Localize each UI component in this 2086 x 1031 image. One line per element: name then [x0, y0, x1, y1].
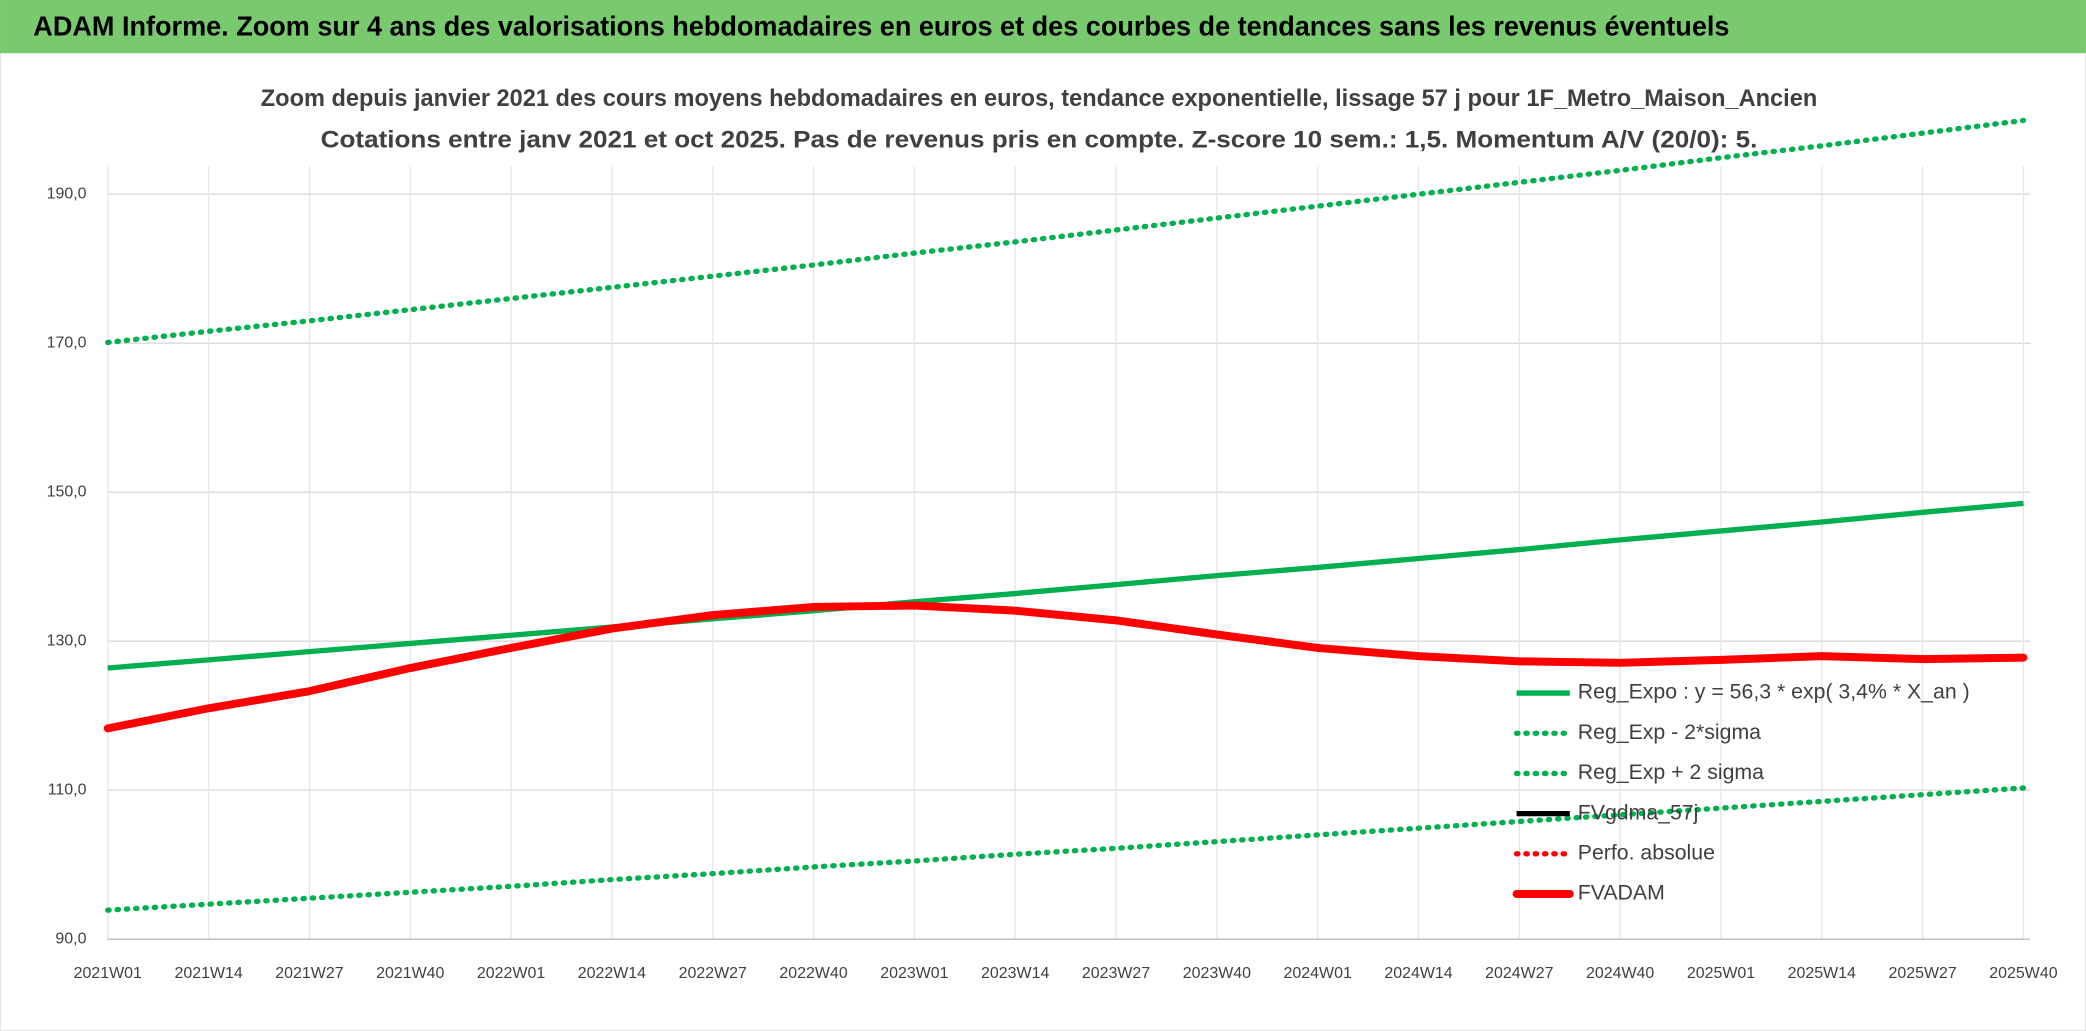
y-tick-label: 190,0 — [47, 185, 87, 202]
x-tick-label: 2021W14 — [174, 965, 242, 982]
x-tick-label: 2021W27 — [275, 965, 343, 982]
header-title: ADAM Informe. Zoom sur 4 ans des valoris… — [33, 10, 1729, 41]
legend-label: Reg_Exp - 2*sigma — [1578, 720, 1761, 744]
y-tick-label: 130,0 — [47, 632, 87, 649]
y-tick-label: 170,0 — [47, 334, 87, 351]
x-tick-label: 2024W01 — [1284, 965, 1352, 982]
series-line — [103, 601, 2028, 733]
x-tick-label: 2023W14 — [981, 965, 1049, 982]
grid: 90,0 110,0 130,0 150,0 170,0 190,0 2021W01 2021… — [47, 166, 2058, 982]
series-line — [107, 500, 2024, 671]
plot — [103, 117, 2028, 913]
y-tick-label: 110,0 — [48, 781, 87, 798]
legend-label: FVgdma_57j — [1578, 800, 1699, 824]
legend-label: Reg_Expo : y = 56,3 * exp( 3,4% * X_an ) — [1578, 680, 1970, 704]
x-tick-label: 2025W40 — [1989, 965, 2057, 982]
x-tick-label: 2024W40 — [1586, 965, 1654, 982]
y-tick-label: 90,0 — [55, 930, 86, 947]
x-tick-label: 2021W40 — [376, 965, 444, 982]
chart-title: Zoom depuis janvier 2021 des cours moyen… — [261, 85, 1817, 112]
x-tick-label: 2023W01 — [880, 965, 948, 982]
x-tick-label: 2024W14 — [1384, 965, 1452, 982]
x-tick-label: 2021W01 — [74, 965, 142, 982]
header-bar — [0, 0, 2086, 54]
x-tick-label: 2025W27 — [1888, 965, 1956, 982]
x-tick-label: 2023W27 — [1082, 965, 1150, 982]
x-tick-label: 2024W27 — [1485, 965, 1553, 982]
x-tick-label: 2023W40 — [1183, 965, 1251, 982]
x-tick-label: 2025W01 — [1687, 965, 1755, 982]
legend-label: Reg_Exp + 2 sigma — [1578, 760, 1764, 784]
x-tick-label: 2022W27 — [679, 965, 747, 982]
legend: Reg_Expo : y = 56,3 * exp( 3,4% * X_an )… — [1512, 680, 1970, 905]
x-tick-label: 2022W40 — [779, 965, 847, 982]
x-tick-label: 2022W01 — [477, 965, 545, 982]
legend-label: FVADAM — [1578, 881, 1665, 905]
x-tick-label: 2025W14 — [1788, 965, 1856, 982]
chart-subtitle: Cotations entre janv 2021 et oct 2025. P… — [321, 126, 1758, 153]
x-tick-label: 2022W14 — [578, 965, 646, 982]
legend-label: Perfo. absolue — [1578, 840, 1715, 864]
series-line — [105, 785, 2027, 913]
y-tick-label: 150,0 — [47, 483, 87, 500]
